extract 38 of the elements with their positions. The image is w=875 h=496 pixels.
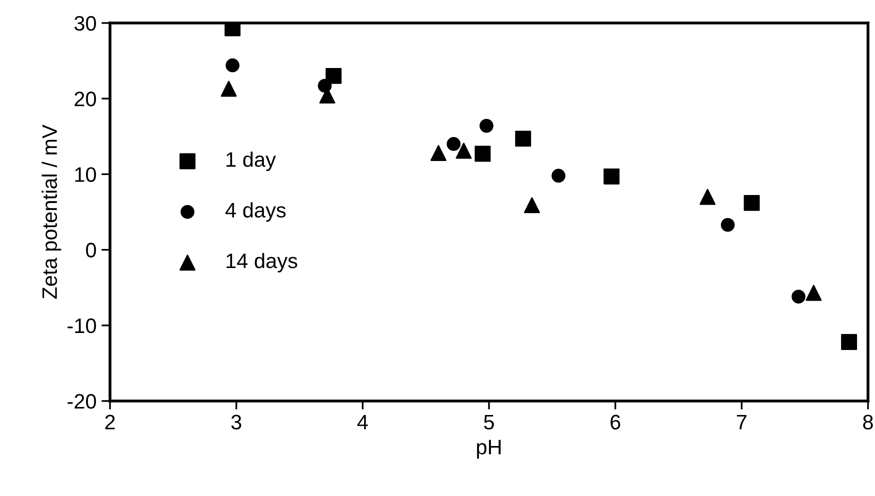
y-tick-label: 30 (74, 16, 96, 31)
y-tick-label: 10 (75, 167, 96, 182)
legend-label: 1 day (226, 152, 276, 172)
y-tick-label: -10 (68, 318, 96, 334)
x-tick-label: 8 (863, 414, 873, 430)
point (318, 78, 332, 93)
point (480, 118, 494, 133)
point (524, 197, 540, 214)
legend-label: 4 days (225, 202, 286, 222)
y-tick-label: 0 (86, 242, 96, 258)
point (720, 218, 735, 232)
point (792, 290, 806, 304)
point (552, 168, 566, 183)
point (806, 284, 822, 301)
point (446, 137, 461, 151)
x-tick-label: 4 (357, 414, 368, 430)
point (326, 68, 342, 84)
point (700, 188, 716, 205)
x-tick-label: 3 (231, 414, 242, 430)
point (744, 194, 760, 211)
point (224, 23, 241, 36)
point (604, 168, 620, 184)
y-tick-label: 20 (74, 92, 96, 106)
point (841, 334, 858, 350)
legend-label: 14 days (226, 252, 298, 272)
x-tick-label: 5 (484, 414, 494, 430)
x-tick-label: 2 (105, 414, 115, 430)
y-tick-label: -20 (68, 394, 96, 409)
point (456, 142, 472, 159)
point (430, 145, 446, 162)
y-axis-title: Zeta potential / mV (42, 124, 62, 299)
point (220, 80, 237, 97)
point (515, 130, 532, 147)
x-tick-label: 6 (610, 414, 620, 430)
point (226, 58, 240, 72)
x-tick-label: 7 (736, 414, 746, 430)
x-axis-title: pH (477, 440, 501, 459)
point (474, 146, 491, 162)
